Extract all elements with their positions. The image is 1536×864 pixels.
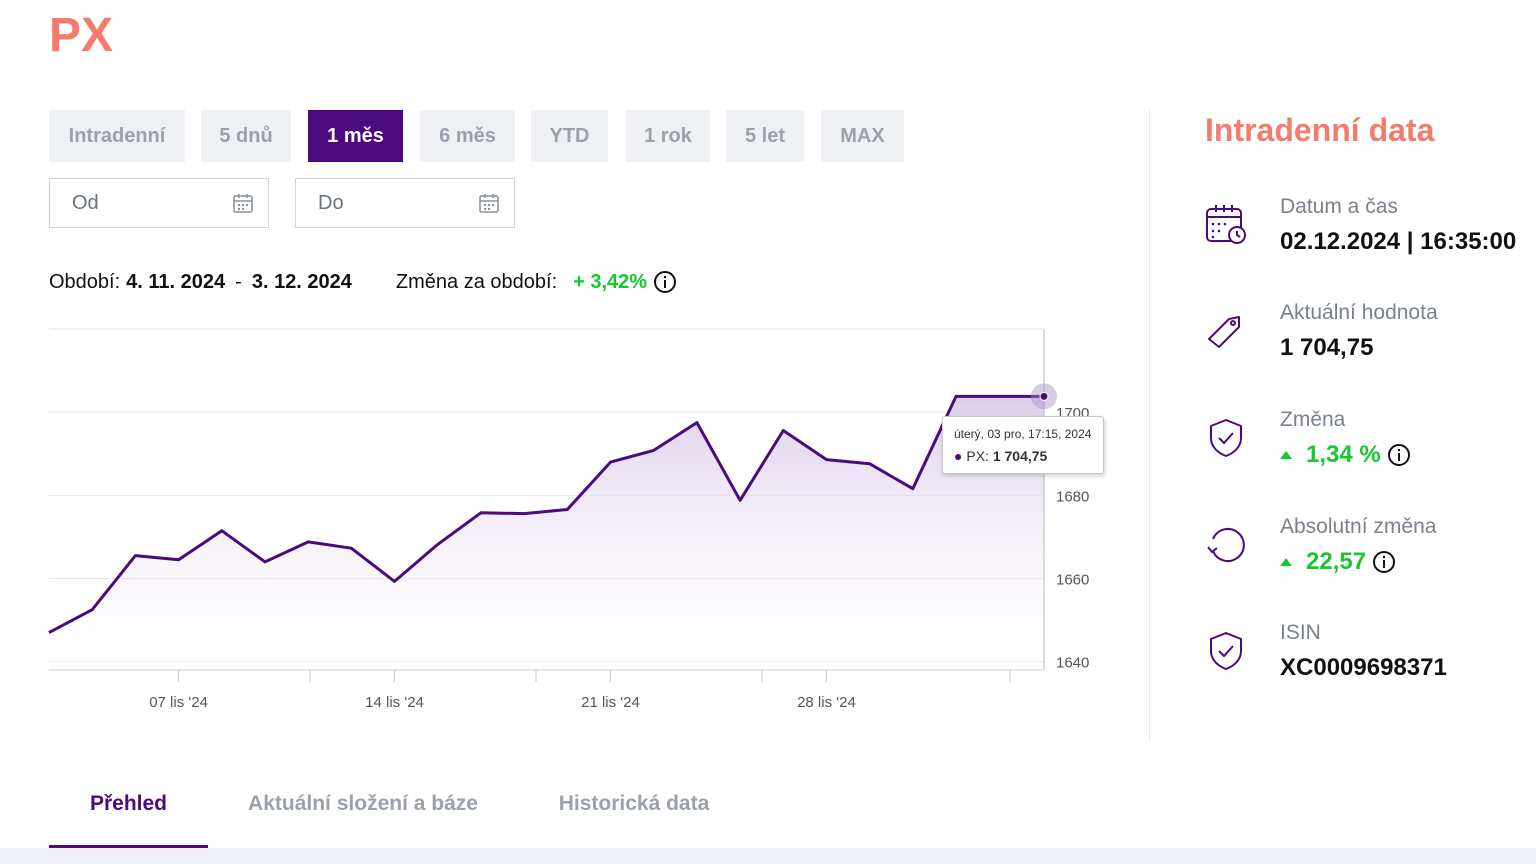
hover-point <box>1039 391 1049 401</box>
date-to-placeholder: Do <box>318 191 344 214</box>
period-5d-button[interactable]: 5 dnů <box>201 110 291 162</box>
stat-current-value: Aktuální hodnota 1 704,75 <box>1205 301 1535 371</box>
period-intraday-button[interactable]: Intradenní <box>49 110 185 162</box>
page-title: PX <box>49 9 114 62</box>
tab-composition[interactable]: Aktuální složení a báze <box>248 792 478 815</box>
up-arrow-icon <box>1280 451 1292 459</box>
period-6m-button[interactable]: 6 měs <box>420 110 515 162</box>
period-start: 4. 11. 2024 <box>126 270 226 293</box>
tab-overview[interactable]: Přehled <box>49 780 208 848</box>
series-area <box>49 396 1044 670</box>
stat-isin: ISIN XC0009698371 <box>1205 621 1535 691</box>
y-tick-label: 1660 <box>1056 572 1089 589</box>
stat-value: 1 704,75 <box>1280 334 1374 361</box>
period-ytd-button[interactable]: YTD <box>531 110 608 162</box>
tag-icon <box>1208 316 1240 348</box>
y-tick-label: 1680 <box>1056 488 1089 505</box>
date-from-placeholder: Od <box>72 191 99 214</box>
stat-change: Změna 1,34 % <box>1205 408 1535 478</box>
calendar-icon[interactable] <box>478 192 500 214</box>
chart-tooltip: úterý, 03 pro, 17:15, 2024 ● PX: 1 704,7… <box>942 416 1104 474</box>
info-icon[interactable] <box>1372 550 1396 574</box>
x-tick-label: 07 lis '24 <box>149 694 208 711</box>
period-end: 3. 12. 2024 <box>251 270 352 293</box>
series-dot-icon: ● <box>954 448 963 464</box>
tooltip-series: PX: <box>966 448 989 464</box>
shield-check-icon <box>1210 632 1242 670</box>
period-separator: - <box>235 270 242 293</box>
tooltip-date: úterý, 03 pro, 17:15, 2024 <box>954 427 1092 441</box>
period-1y-button[interactable]: 1 rok <box>626 110 710 162</box>
date-from-input[interactable]: Od <box>49 178 269 228</box>
period-1m-button[interactable]: 1 měs <box>308 110 403 162</box>
shield-check-icon <box>1210 419 1242 457</box>
up-arrow-icon <box>1280 558 1292 566</box>
vertical-divider <box>1149 110 1150 742</box>
calendar-clock-icon <box>1206 205 1246 244</box>
footer-band <box>0 848 1536 864</box>
y-tick-label: 1640 <box>1056 655 1089 672</box>
info-icon[interactable] <box>1387 443 1411 467</box>
stat-value: XC0009698371 <box>1280 654 1447 681</box>
period-max-button[interactable]: MAX <box>821 110 904 162</box>
stat-label: Změna <box>1280 408 1346 431</box>
x-tick-label: 21 lis '24 <box>581 694 640 711</box>
period-change-value: + 3,42% <box>573 270 648 293</box>
stat-label: Absolutní změna <box>1280 515 1437 538</box>
refresh-icon <box>1207 528 1245 562</box>
x-tick-label: 14 lis '24 <box>365 694 424 711</box>
info-icon[interactable] <box>653 270 677 294</box>
tooltip-value: 1 704,75 <box>992 448 1048 464</box>
stat-label: Datum a čas <box>1280 195 1398 218</box>
period-5y-button[interactable]: 5 let <box>726 110 804 162</box>
side-panel-title: Intradenní data <box>1205 112 1435 148</box>
x-tick-label: 28 lis '24 <box>797 694 856 711</box>
date-to-input[interactable]: Do <box>295 178 515 228</box>
tooltip-row: ● PX: 1 704,75 <box>954 448 1103 464</box>
series-line <box>48 394 1044 634</box>
stat-label: ISIN <box>1280 621 1321 644</box>
tab-historical-data[interactable]: Historická data <box>558 792 710 815</box>
period-change-label: Změna za období: <box>395 270 558 293</box>
period-label: Období: <box>49 270 121 293</box>
stat-value: 1,34 % <box>1306 441 1381 468</box>
stat-absolute-change: Absolutní změna 22,57 <box>1205 515 1535 585</box>
stat-value-row: 22,57 <box>1280 548 1396 576</box>
period-summary: Období: 4. 11. 2024 - 3. 12. 2024 Změna … <box>49 270 677 294</box>
stat-value-row: 1,34 % <box>1280 441 1411 469</box>
stat-value: 02.12.2024 | 16:35:00 <box>1280 228 1517 255</box>
stat-datetime: Datum a čas 02.12.2024 | 16:35:00 <box>1205 195 1535 265</box>
calendar-icon[interactable] <box>232 192 254 214</box>
stat-value: 22,57 <box>1306 548 1367 575</box>
stat-label: Aktuální hodnota <box>1280 301 1438 324</box>
